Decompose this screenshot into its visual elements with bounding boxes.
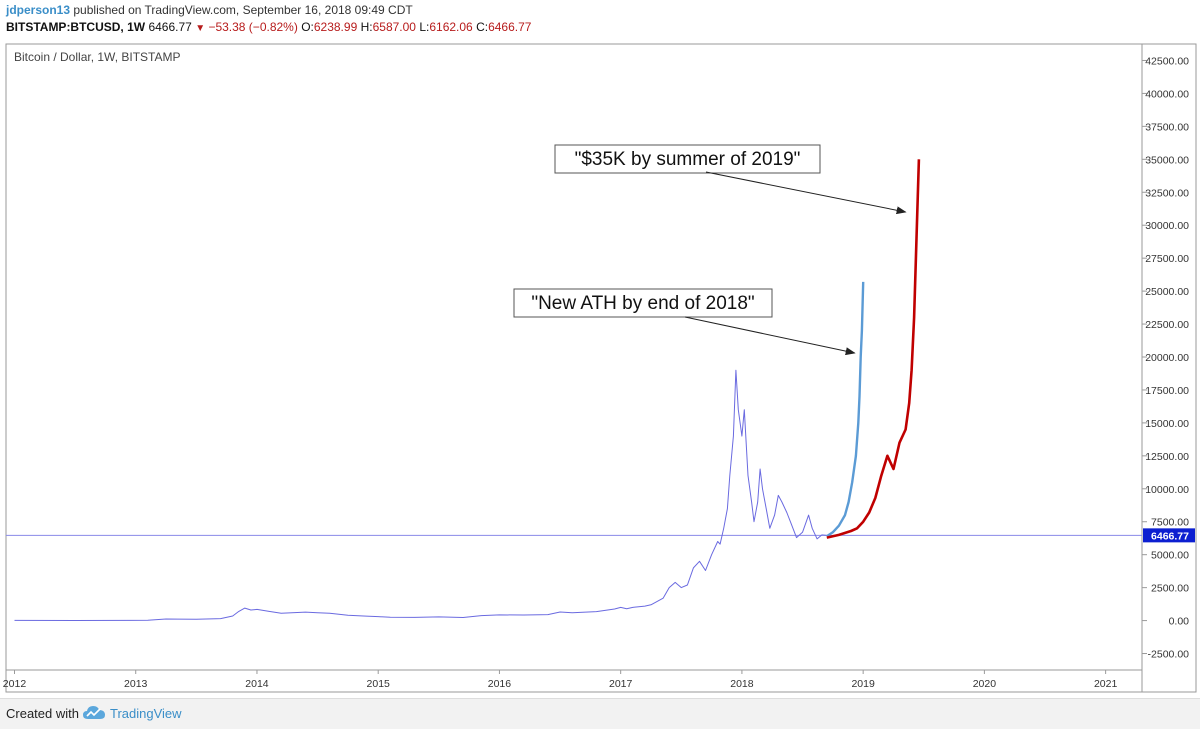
symbol-ohlc-line: BITSTAMP:BTCUSD, 1W 6466.77 ▼ −53.38 (−0… [6,20,531,34]
high-label: H: [360,20,373,34]
low-value: 6162.06 [429,20,473,34]
price-chart[interactable]: Bitcoin / Dollar, 1W, BITSTAMP -2500.00 0… [0,0,1200,698]
last-price-label-bg [1143,528,1195,543]
y-tick-label: 7500.00 [1151,517,1189,529]
series-layer [14,159,921,621]
annotation-arrow [705,171,907,215]
y-tick-label: 5000.00 [1151,550,1189,562]
tradingview-brand-link[interactable]: TradingView [110,706,182,721]
y-tick-label: 37500.00 [1145,121,1189,133]
y-tick-label: 40000.00 [1145,88,1189,100]
x-tick-label: 2021 [1094,678,1118,690]
35k-projection-line [826,159,921,539]
y-tick-label: 10000.00 [1145,484,1189,496]
annotation-box [513,288,773,318]
open-value: 6238.99 [313,20,358,34]
annotation-text: "New ATH by end of 2018" [531,293,754,314]
price-change: −53.38 (−0.82%) [208,20,298,34]
chart-title: Bitcoin / Dollar, 1W, BITSTAMP [14,50,181,64]
low-label: L: [419,20,430,34]
x-axis-frame [5,669,1143,693]
y-tick-label: 22500.00 [1145,319,1189,331]
x-tick-label: 2020 [973,678,997,690]
y-tick-label: 42500.00 [1145,55,1189,67]
x-tick-label: 2018 [730,678,754,690]
btc-price-line [14,369,827,621]
y-tick-label: 0.00 [1169,616,1190,628]
x-tick-label: 2015 [367,678,391,690]
y-axis-frame [1141,43,1197,693]
y-tick-label: 32500.00 [1145,187,1189,199]
last-price-label-group: 6466.77 [1143,528,1195,543]
annotation-arrow [684,316,856,356]
publish-info: jdperson13 published on TradingView.com,… [6,3,413,17]
down-triangle-icon: ▼ [195,23,206,34]
x-axis-ticks: 2012 2013 2014 2015 2016 2017 2018 2019 2020 2021 [3,670,1118,690]
high-value: 6587.00 [372,20,416,34]
y-tick-label: 25000.00 [1145,286,1189,298]
x-tick-label: 2012 [3,678,27,690]
x-tick-label: 2014 [245,678,269,690]
y-tick-label: 15000.00 [1145,418,1189,430]
plot-frame [5,43,1143,671]
footer-bar: Created with TradingView [0,698,1200,729]
y-axis-ticks: -2500.00 0.00 2500.00 5000.00 7500.00 10000.0… [1142,55,1190,661]
annotations-layer: "$35K by summer of 2019" "New ATH by end … [513,144,907,356]
created-with-text: Created with [6,706,79,721]
close-label: C: [476,20,489,34]
annotation-text: "$35K by summer of 2019" [575,149,801,170]
chart-header: jdperson13 published on TradingView.com,… [0,0,1200,38]
y-tick-label: 35000.00 [1145,154,1189,166]
last-price: 6466.77 [148,20,192,34]
y-tick-label: 2500.00 [1151,583,1189,595]
open-label: O: [301,20,314,34]
tradingview-cloud-icon [83,706,105,719]
y-tick-label: 30000.00 [1145,220,1189,232]
x-tick-label: 2016 [488,678,512,690]
ath-projection-line [826,281,865,538]
y-tick-label: -2500.00 [1148,649,1190,661]
symbol-label: BITSTAMP:BTCUSD, 1W [6,20,146,34]
annotation-box [554,144,821,174]
x-tick-label: 2017 [609,678,633,690]
y-tick-label: 20000.00 [1145,352,1189,364]
close-value: 6466.77 [488,20,532,34]
y-tick-label: 17500.00 [1145,385,1189,397]
last-price-label: 6466.77 [1151,530,1189,542]
author-link[interactable]: jdperson13 [6,3,71,17]
y-tick-label: 12500.00 [1145,451,1189,463]
y-tick-label: 27500.00 [1145,253,1189,265]
published-text: published on TradingView.com, September … [73,3,413,17]
x-tick-label: 2013 [124,678,148,690]
x-tick-label: 2019 [851,678,875,690]
